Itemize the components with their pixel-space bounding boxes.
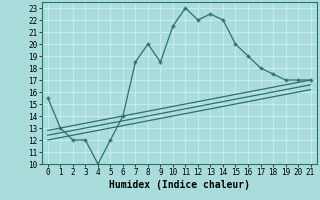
X-axis label: Humidex (Indice chaleur): Humidex (Indice chaleur)	[109, 180, 250, 190]
